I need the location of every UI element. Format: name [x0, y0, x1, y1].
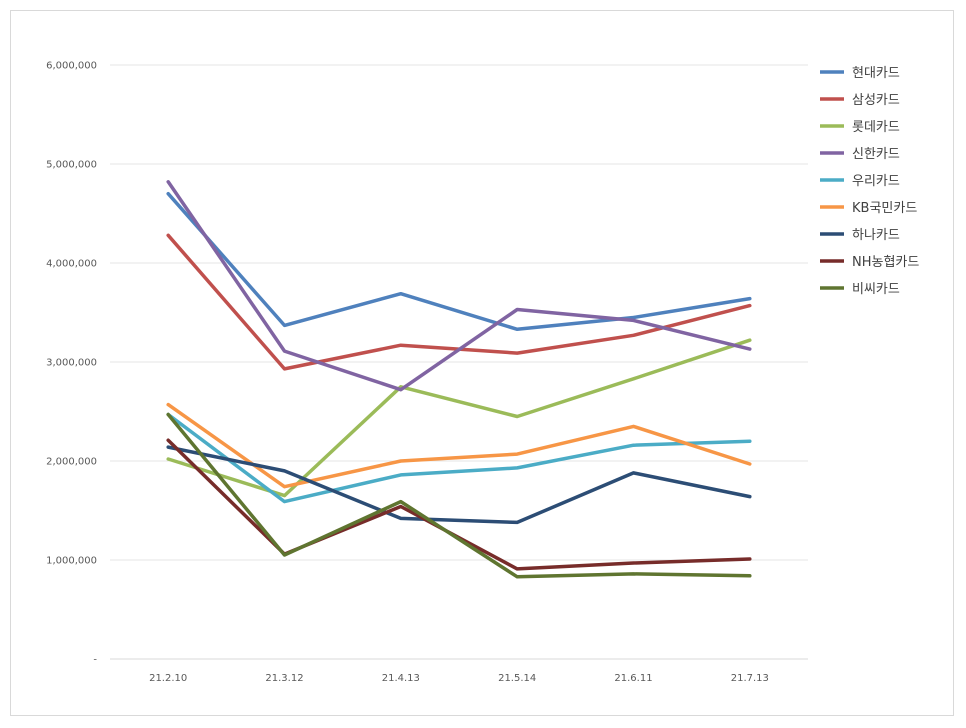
- y-axis-ticks: - 1,000,000 2,000,000 3,000,000 4,000,000 5,0…: [46, 61, 97, 666]
- legend-item: KB국민카드: [820, 201, 917, 216]
- series-line-3: [166, 338, 752, 498]
- legend-label: KB국민카드: [852, 201, 917, 216]
- y-tick-label: 3,000,000: [46, 358, 97, 369]
- legend-item: NH농협카드: [820, 255, 919, 270]
- y-tick-label: 1,000,000: [46, 556, 97, 567]
- x-axis-ticks: 21.2.10 21.3.12 21.4.13 21.5.14 21.6.11 21.7.…: [149, 673, 769, 684]
- series-line-8: [166, 438, 752, 571]
- legend-label: 신한카드: [852, 147, 900, 162]
- legend-label: 하나카드: [852, 228, 900, 243]
- series-line-6: [166, 402, 752, 489]
- y-tick-label: 2,000,000: [46, 457, 97, 468]
- legend-item: 현대카드: [820, 66, 900, 81]
- x-tick-label: 21.3.12: [265, 673, 303, 684]
- chart-frame: [10, 10, 954, 716]
- x-tick-label: 21.2.10: [149, 673, 187, 684]
- x-tick-label: 21.7.13: [731, 673, 769, 684]
- series-line-7: [166, 445, 752, 525]
- series-lines: [166, 180, 752, 579]
- series-line-1: [166, 191, 752, 332]
- x-tick-label: 21.4.13: [382, 673, 420, 684]
- legend-label: 비씨카드: [852, 282, 900, 297]
- y-tick-label: 5,000,000: [46, 160, 97, 171]
- legend-item: 롯데카드: [820, 120, 900, 135]
- legend-label: 현대카드: [852, 66, 900, 81]
- y-tick-label: -: [93, 655, 97, 666]
- series-line-9: [166, 412, 752, 579]
- legend-item: 신한카드: [820, 147, 900, 162]
- legend-label: 롯데카드: [852, 120, 900, 135]
- x-tick-label: 21.6.11: [614, 673, 652, 684]
- series-line-5: [166, 412, 752, 504]
- gridlines: [110, 64, 808, 660]
- legend-item: 우리카드: [820, 174, 900, 189]
- legend-label: 우리카드: [852, 174, 900, 189]
- y-tick-label: 4,000,000: [46, 259, 97, 270]
- x-tick-label: 21.5.14: [498, 673, 536, 684]
- y-tick-label: 6,000,000: [46, 61, 97, 72]
- legend-item: 삼성카드: [820, 93, 900, 108]
- legend-label: NH농협카드: [852, 255, 919, 270]
- legend-label: 삼성카드: [852, 93, 900, 108]
- legend-item: 하나카드: [820, 228, 900, 243]
- series-line-4: [166, 180, 752, 392]
- legend-item: 비씨카드: [820, 282, 900, 297]
